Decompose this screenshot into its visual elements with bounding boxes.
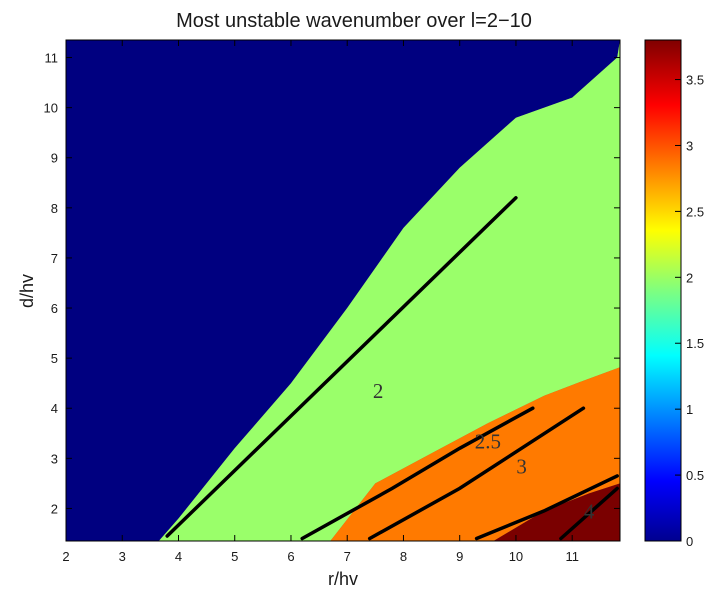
x-tick-label: 11 xyxy=(565,549,579,564)
x-tick-label: 5 xyxy=(231,549,238,564)
colorbar-tick-label: 1.5 xyxy=(686,336,704,351)
plot-area: 2 2.5 3 4 2 3 4 5 6 7 8 9 10 11 2 3 4 5 6 7 8 9 10 11 xyxy=(44,39,621,564)
contour-line-3 xyxy=(367,406,586,541)
x-tick-label: 8 xyxy=(400,549,407,564)
y-tick-label: 3 xyxy=(51,451,58,466)
colorbar-tick-label: 3.5 xyxy=(686,73,704,88)
y-tick-label: 9 xyxy=(51,151,58,166)
x-axis-label: r/hv xyxy=(328,569,358,589)
x-tick-label: 9 xyxy=(456,549,463,564)
y-tick-label: 8 xyxy=(51,201,58,216)
region-label-1: 2 xyxy=(373,379,384,403)
x-tick-label: 3 xyxy=(119,549,126,564)
colorbar-tick-label: 2.5 xyxy=(686,204,704,219)
y-tick-label: 5 xyxy=(51,351,58,366)
y-tick-label: 6 xyxy=(51,301,58,316)
colorbar-ticks: 0 0.5 1 1.5 2 2.5 3 3.5 xyxy=(675,73,704,549)
plot-frame xyxy=(65,39,621,542)
colorbar: 0 0.5 1 1.5 2 2.5 3 3.5 xyxy=(644,39,704,549)
y-tick-label: 4 xyxy=(51,401,58,416)
contour-line-5 xyxy=(559,486,619,541)
region-label-4: 4 xyxy=(584,499,595,523)
y-tick-label: 2 xyxy=(51,501,58,516)
y-axis-ticks: 2 3 4 5 6 7 8 9 10 11 xyxy=(44,51,620,516)
y-tick-label: 11 xyxy=(45,51,59,66)
contour-line-layer xyxy=(165,196,619,541)
x-tick-label: 7 xyxy=(344,549,351,564)
region-layer xyxy=(66,40,620,541)
region-label-2: 2.5 xyxy=(475,429,501,453)
x-tick-label: 6 xyxy=(287,549,294,564)
contour-line-1 xyxy=(165,196,518,538)
y-axis-label: d/hv xyxy=(17,274,37,308)
x-tick-label: 2 xyxy=(62,549,69,564)
x-tick-label: 4 xyxy=(175,549,182,564)
colorbar-tick-label: 1 xyxy=(686,402,693,417)
region-fill-4 xyxy=(493,483,620,541)
contour-line-4 xyxy=(474,474,619,541)
colorbar-tick-label: 0 xyxy=(686,534,693,549)
x-tick-label: 10 xyxy=(509,549,523,564)
region-fill-3 xyxy=(330,367,620,541)
x-axis-ticks: 2 3 4 5 6 7 8 9 10 11 xyxy=(62,40,579,564)
region-label-3: 3 xyxy=(516,454,527,478)
y-tick-label: 7 xyxy=(51,251,58,266)
colorbar-tick-label: 3 xyxy=(686,138,693,153)
colorbar-tick-label: 2 xyxy=(686,270,693,285)
colorbar-tick-label: 0.5 xyxy=(686,468,704,483)
colorbar-gradient xyxy=(644,39,682,542)
annotation-layer: 2 2.5 3 4 xyxy=(373,379,595,523)
region-fill-2 xyxy=(158,40,620,541)
region-fill-0 xyxy=(66,40,620,541)
y-tick-label: 10 xyxy=(44,101,58,116)
contour-line-2 xyxy=(300,406,535,541)
chart-title: Most unstable wavenumber over l=2−10 xyxy=(176,10,532,32)
